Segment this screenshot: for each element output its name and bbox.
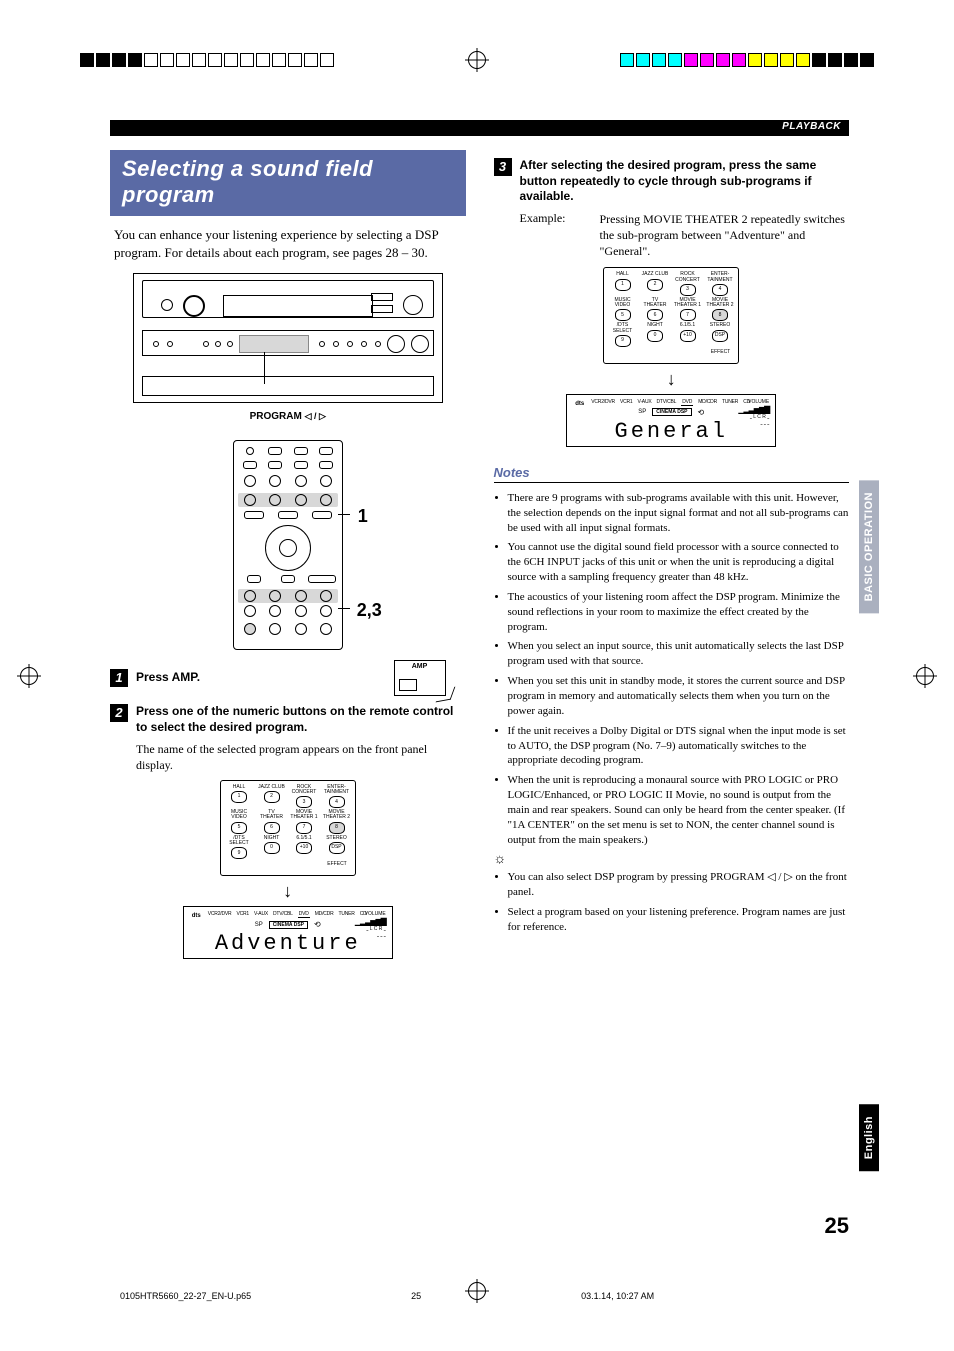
step-3-text: After selecting the desired program, pre… [520, 158, 850, 205]
dsp-keypad-figure: HALL1JAZZ CLUB2ROCK CONCERT3ENTER-TAINME… [220, 780, 356, 877]
note-item: You cannot use the digital sound field p… [508, 540, 850, 585]
down-arrow-icon: ↓ [110, 882, 466, 900]
note-item: The acoustics of your listening room aff… [508, 590, 850, 635]
registration-mark-top [468, 51, 486, 69]
note-item: If the unit receives a Dolby Digital or … [508, 724, 850, 769]
registration-mark-right [916, 667, 934, 685]
example-label: Example: [520, 211, 580, 260]
step-number-1: 1 [110, 669, 128, 687]
side-tab-english: English [859, 1104, 879, 1171]
program-label: PROGRAM [250, 411, 302, 422]
step-2-body: The name of the selected program appears… [136, 741, 466, 773]
program-buttons-caption: PROGRAM ◁ / ▷ [110, 411, 466, 422]
header-section-label: PLAYBACK [782, 121, 841, 132]
remote-control-figure: 1 2,3 [228, 440, 348, 650]
tips-list: You can also select DSP program by press… [494, 870, 850, 934]
note-item: When the unit is reproducing a monaural … [508, 773, 850, 847]
remote-callout-23: 2,3 [357, 600, 382, 621]
program-arrows: ◁ / ▷ [305, 411, 326, 421]
crop-marks-bottom [0, 1261, 954, 1321]
content-frame: PLAYBACK Selecting a sound field program… [110, 120, 849, 1231]
step-3-example: Example: Pressing MOVIE THEATER 2 repeat… [520, 211, 850, 260]
cmyk-squares-left [80, 53, 334, 67]
step-1: 1 Press AMP. AMP [110, 660, 466, 696]
left-column: Selecting a sound field program You can … [110, 150, 466, 959]
down-arrow-icon-2: ↓ [494, 370, 850, 388]
right-column: 3 After selecting the desired program, p… [494, 150, 850, 959]
step-2: 2 Press one of the numeric buttons on th… [110, 704, 466, 735]
registration-mark-bottom [468, 1282, 486, 1300]
two-column-layout: Selecting a sound field program You can … [110, 150, 849, 959]
page-number: 25 [825, 1213, 849, 1239]
notes-list: There are 9 programs with sub-programs a… [494, 491, 850, 848]
tip-item: Select a program based on your listening… [508, 905, 850, 935]
intro-paragraph: You can enhance your listening experienc… [114, 226, 462, 261]
note-item: When you set this unit in standby mode, … [508, 674, 850, 719]
tip-icon: ☼ [494, 852, 850, 868]
receiver-front-panel-figure [133, 273, 443, 403]
note-item: When you select an input source, this un… [508, 639, 850, 669]
lcd-display-adventure: dts VCR2/DVRVCR1V-AUXDTV/CBLDVDMD/CDRTUN… [183, 906, 393, 959]
crop-marks-top [0, 30, 954, 90]
dsp-keypad-figure-2: HALL1JAZZ CLUB2ROCK CONCERT3ENTER-TAINME… [603, 267, 739, 364]
amp-button-icon: AMP [394, 660, 446, 696]
notes-heading: Notes [494, 465, 850, 483]
step-number-3: 3 [494, 158, 512, 176]
step-3: 3 After selecting the desired program, p… [494, 158, 850, 205]
step-2-text: Press one of the numeric buttons on the … [136, 704, 466, 735]
header-strip: PLAYBACK [110, 120, 849, 136]
cmyk-squares-right [620, 53, 874, 67]
example-text: Pressing MOVIE THEATER 2 repeatedly swit… [600, 211, 850, 260]
note-item: There are 9 programs with sub-programs a… [508, 491, 850, 536]
side-tab-basic-operation: BASIC OPERATION [859, 480, 879, 613]
manual-page: PLAYBACK Selecting a sound field program… [0, 0, 954, 1351]
tip-item: You can also select DSP program by press… [508, 870, 850, 900]
step-number-2: 2 [110, 704, 128, 722]
section-title-banner: Selecting a sound field program [110, 150, 466, 216]
registration-mark-left [20, 667, 38, 685]
step-1-text: Press AMP. [136, 670, 386, 686]
remote-callout-1: 1 [358, 506, 368, 527]
lcd-display-general: dts VCR2/DVRVCR1V-AUXDTV/CBLDVDMD/CDRTUN… [566, 394, 776, 447]
